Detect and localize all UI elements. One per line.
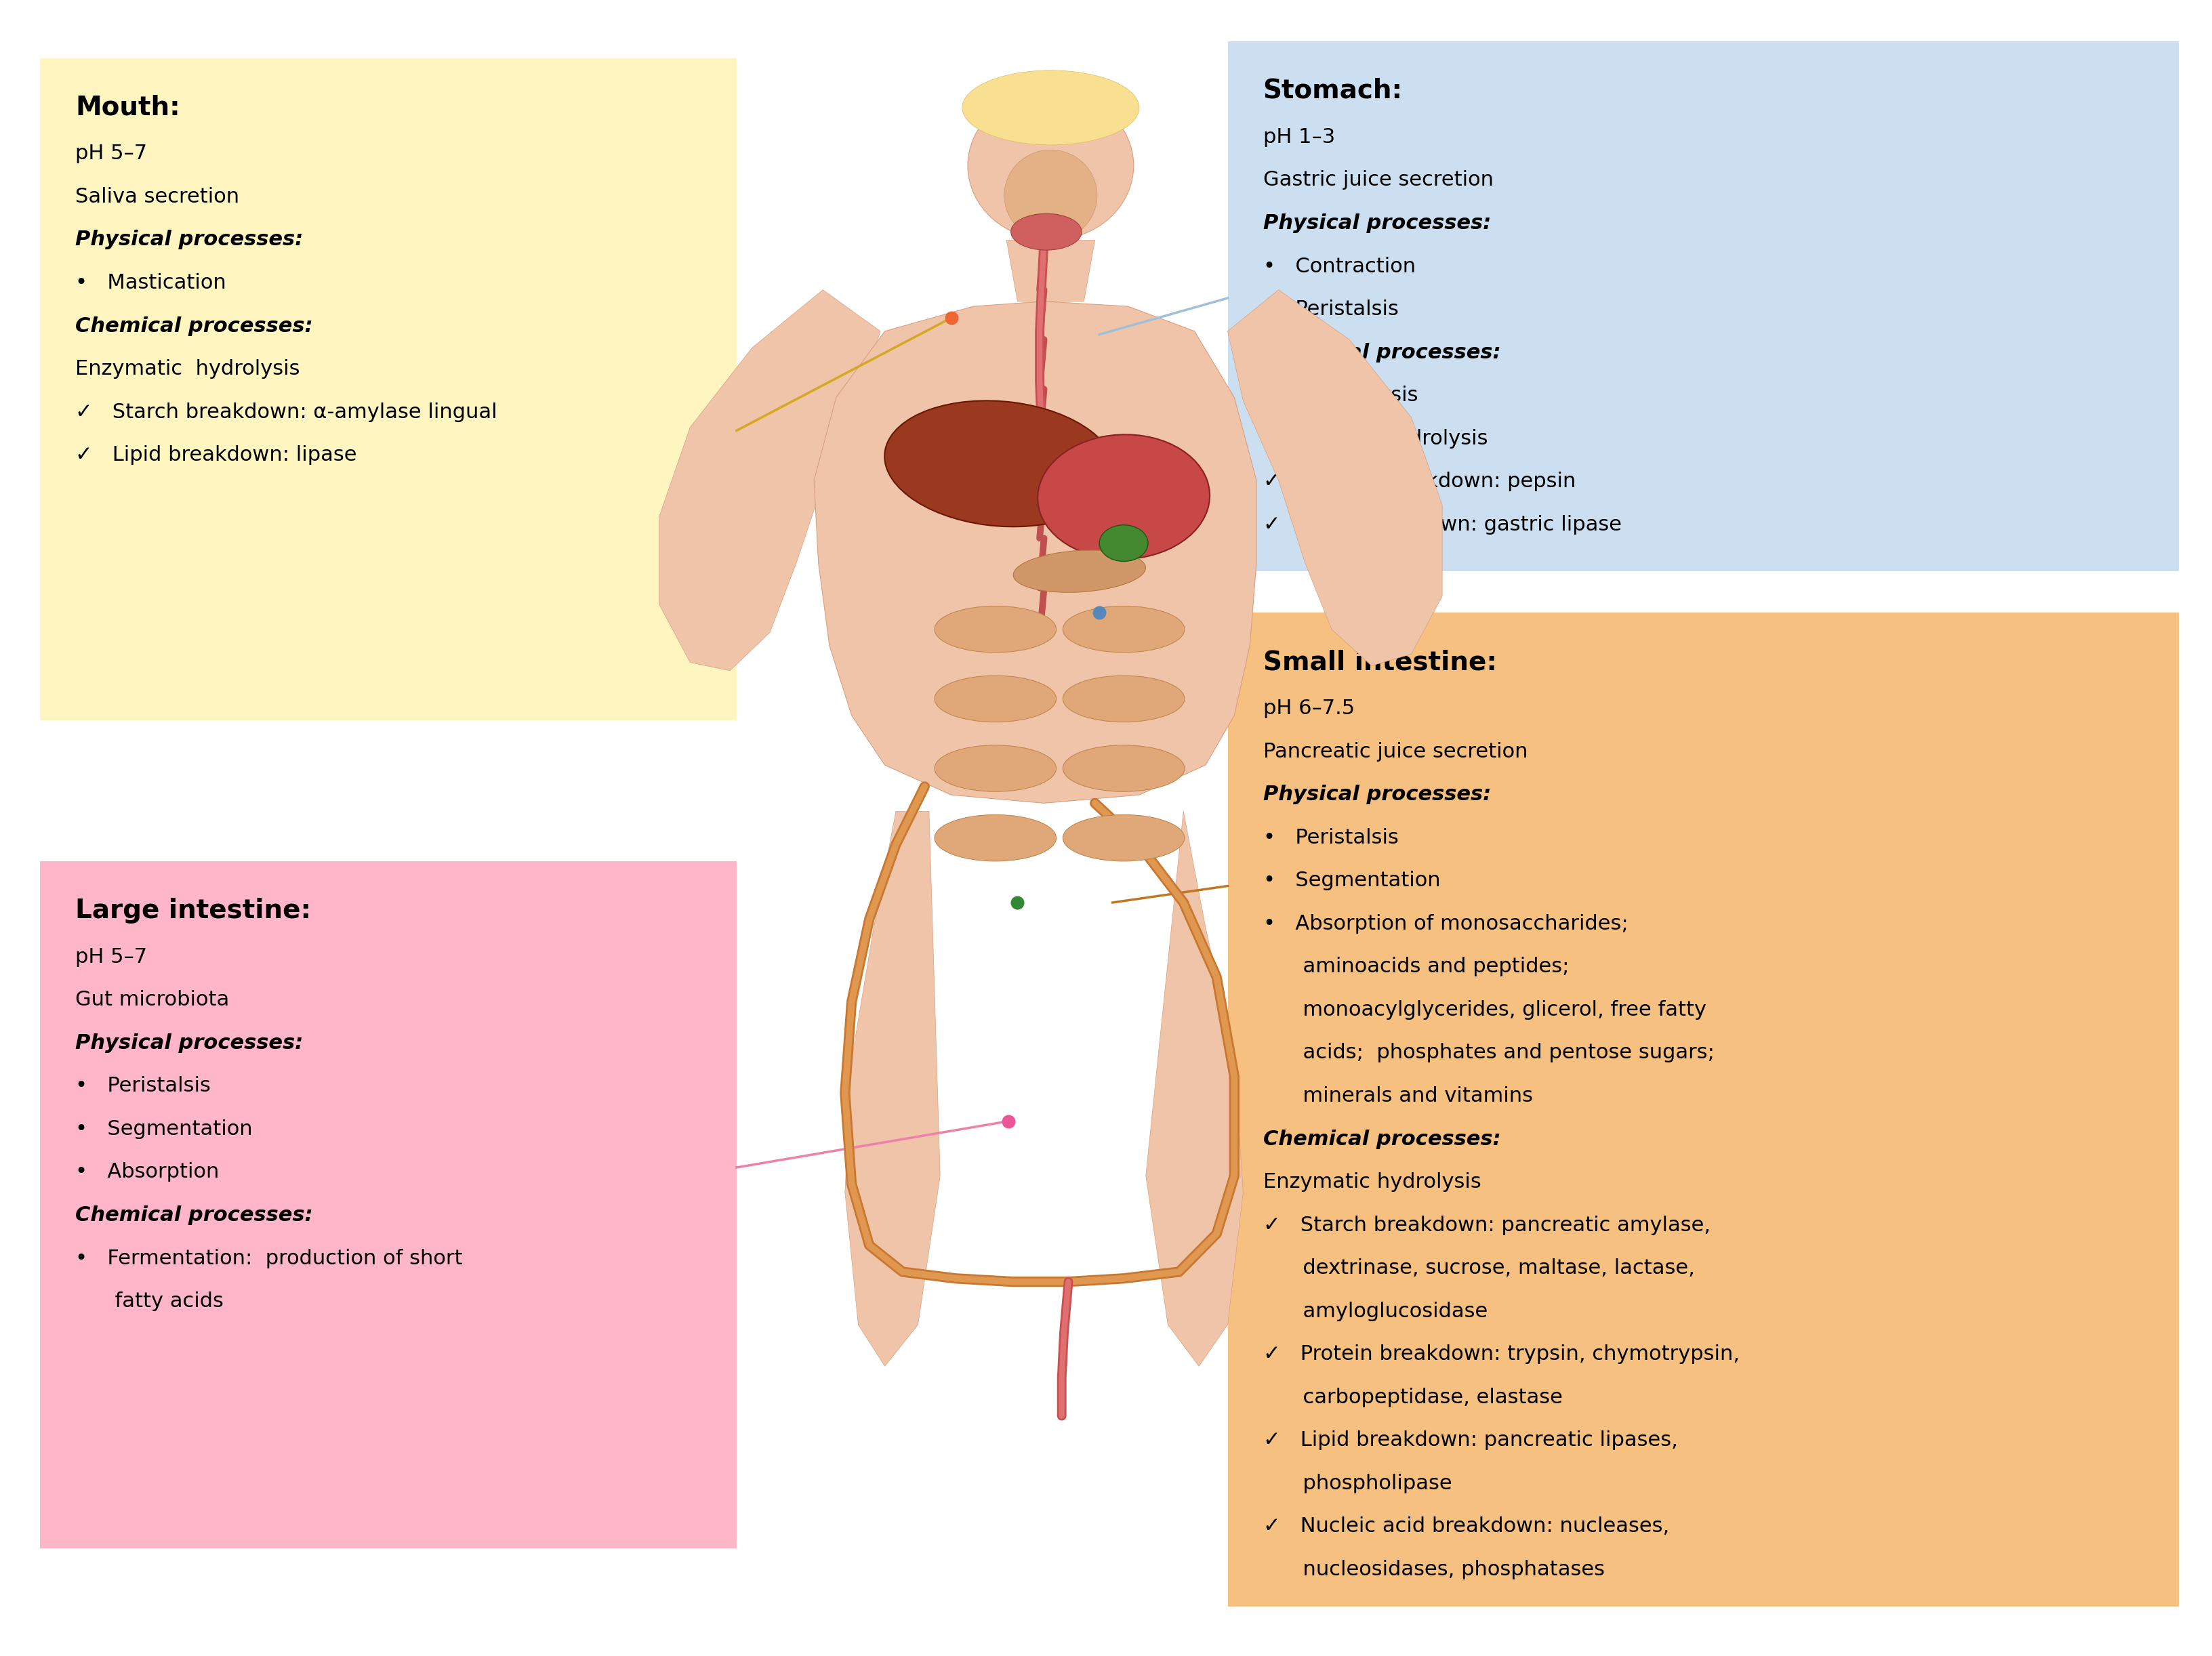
Text: ✓   Starch breakdown: pancreatic amylase,: ✓ Starch breakdown: pancreatic amylase,	[1263, 1216, 1710, 1235]
Text: Gastric juice secretion: Gastric juice secretion	[1263, 171, 1493, 190]
Polygon shape	[845, 811, 940, 1366]
Text: •   Mastication: • Mastication	[75, 273, 226, 293]
Point	[1082, 599, 1117, 626]
Text: •   Segmentation: • Segmentation	[1263, 871, 1440, 891]
Ellipse shape	[885, 401, 1115, 527]
Text: Enzymatic  hydrolysis: Enzymatic hydrolysis	[1263, 429, 1489, 449]
Text: amyloglucosidase: amyloglucosidase	[1263, 1302, 1486, 1321]
Text: •   Segmentation: • Segmentation	[75, 1119, 252, 1139]
Text: Stomach:: Stomach:	[1263, 78, 1402, 104]
Ellipse shape	[1004, 149, 1097, 240]
Text: Physical processes:: Physical processes:	[1263, 785, 1491, 805]
Text: Enzymatic hydrolysis: Enzymatic hydrolysis	[1263, 1172, 1482, 1192]
Text: carbopeptidase, elastase: carbopeptidase, elastase	[1263, 1388, 1562, 1408]
Text: Acid hydrolysis: Acid hydrolysis	[1263, 386, 1418, 406]
Text: •   Contraction: • Contraction	[1263, 257, 1416, 277]
Text: ✓   Protein breakdown: pepsin: ✓ Protein breakdown: pepsin	[1263, 472, 1575, 492]
Text: •   Peristalsis: • Peristalsis	[1263, 300, 1398, 320]
Ellipse shape	[1064, 815, 1186, 861]
Text: Chemical processes:: Chemical processes:	[75, 1206, 312, 1225]
Ellipse shape	[1037, 434, 1210, 560]
Bar	[40, 58, 737, 720]
Ellipse shape	[1013, 550, 1146, 593]
Text: ✓   Starch breakdown: α-amylase lingual: ✓ Starch breakdown: α-amylase lingual	[75, 402, 498, 422]
Text: Mouth:: Mouth:	[75, 94, 179, 121]
Text: Physical processes:: Physical processes:	[75, 230, 303, 250]
Text: pH 5–7: pH 5–7	[75, 144, 148, 164]
Polygon shape	[659, 290, 880, 671]
Text: •   Peristalsis: • Peristalsis	[1263, 828, 1398, 848]
Bar	[1228, 41, 2179, 571]
Text: ✓   Lipid breakdown: gastric lipase: ✓ Lipid breakdown: gastric lipase	[1263, 515, 1621, 535]
Point	[933, 305, 969, 331]
Text: Large intestine:: Large intestine:	[75, 898, 312, 924]
Text: Gut microbiota: Gut microbiota	[75, 990, 230, 1010]
Ellipse shape	[933, 815, 1057, 861]
Ellipse shape	[933, 676, 1057, 722]
Text: Chemical processes:: Chemical processes:	[1263, 1129, 1500, 1149]
Text: Chemical processes:: Chemical processes:	[75, 316, 312, 336]
Ellipse shape	[962, 70, 1139, 144]
Text: ✓   Protein breakdown: trypsin, chymotrypsin,: ✓ Protein breakdown: trypsin, chymotryps…	[1263, 1345, 1739, 1365]
Text: •   Peristalsis: • Peristalsis	[75, 1076, 210, 1096]
Text: Physical processes:: Physical processes:	[1263, 214, 1491, 233]
Polygon shape	[814, 301, 1256, 803]
Text: phospholipase: phospholipase	[1263, 1474, 1451, 1494]
Polygon shape	[1228, 290, 1442, 666]
Ellipse shape	[933, 606, 1057, 652]
Point	[1000, 889, 1035, 916]
Text: pH 1–3: pH 1–3	[1263, 128, 1336, 147]
Bar	[40, 861, 737, 1548]
Text: Saliva secretion: Saliva secretion	[75, 187, 239, 207]
Polygon shape	[1006, 240, 1095, 301]
Text: Enzymatic  hydrolysis: Enzymatic hydrolysis	[75, 359, 301, 379]
Ellipse shape	[1099, 525, 1148, 561]
Text: nucleosidases, phosphatases: nucleosidases, phosphatases	[1263, 1560, 1604, 1580]
Text: Physical processes:: Physical processes:	[75, 1033, 303, 1053]
Text: fatty acids: fatty acids	[75, 1292, 223, 1312]
Text: ✓   Lipid breakdown: lipase: ✓ Lipid breakdown: lipase	[75, 445, 356, 465]
Text: pH 6–7.5: pH 6–7.5	[1263, 699, 1354, 719]
Text: monoacylglycerides, glicerol, free fatty: monoacylglycerides, glicerol, free fatty	[1263, 1000, 1705, 1020]
Text: acids;  phosphates and pentose sugars;: acids; phosphates and pentose sugars;	[1263, 1043, 1714, 1063]
Text: •   Absorption of monosaccharides;: • Absorption of monosaccharides;	[1263, 914, 1628, 934]
Ellipse shape	[1064, 676, 1186, 722]
Text: Small intestine:: Small intestine:	[1263, 649, 1498, 676]
Text: dextrinase, sucrose, maltase, lactase,: dextrinase, sucrose, maltase, lactase,	[1263, 1259, 1694, 1278]
Bar	[1228, 613, 2179, 1606]
Ellipse shape	[1064, 745, 1186, 792]
Ellipse shape	[933, 745, 1057, 792]
Ellipse shape	[1064, 606, 1186, 652]
Text: •   Fermentation:  production of short: • Fermentation: production of short	[75, 1249, 462, 1268]
Text: Chemical processes:: Chemical processes:	[1263, 343, 1500, 363]
Text: Pancreatic juice secretion: Pancreatic juice secretion	[1263, 742, 1528, 762]
Ellipse shape	[967, 91, 1135, 240]
Point	[991, 1108, 1026, 1134]
Text: ✓   Nucleic acid breakdown: nucleases,: ✓ Nucleic acid breakdown: nucleases,	[1263, 1517, 1670, 1537]
Text: pH 5–7: pH 5–7	[75, 947, 148, 967]
Text: •   Absorption: • Absorption	[75, 1163, 219, 1182]
Text: ✓   Lipid breakdown: pancreatic lipases,: ✓ Lipid breakdown: pancreatic lipases,	[1263, 1431, 1677, 1451]
Ellipse shape	[1011, 214, 1082, 250]
Text: aminoacids and peptides;: aminoacids and peptides;	[1263, 957, 1568, 977]
Text: minerals and vitamins: minerals and vitamins	[1263, 1086, 1533, 1106]
Polygon shape	[1146, 811, 1243, 1366]
